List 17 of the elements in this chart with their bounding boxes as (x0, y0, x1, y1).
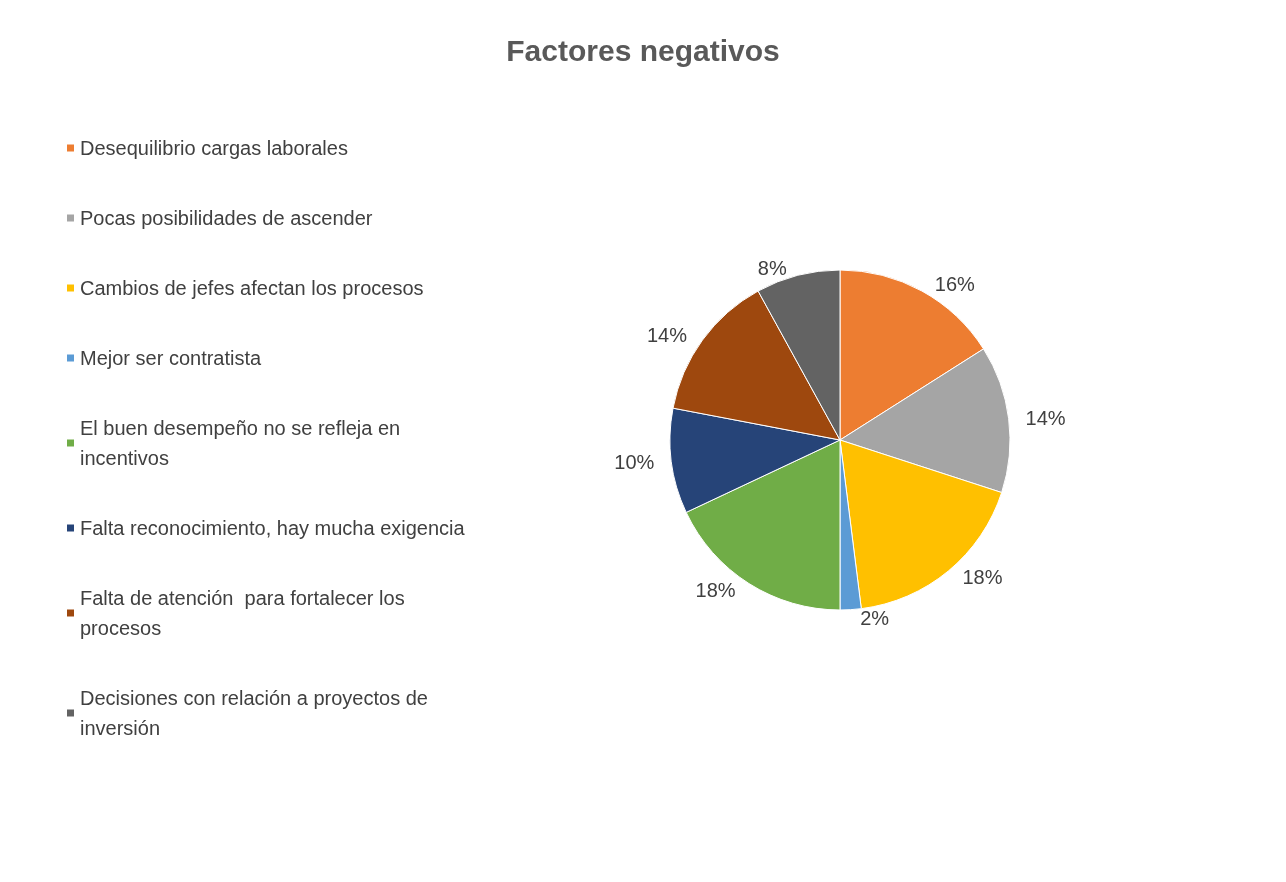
legend-label: Cambios de jefes afectan los procesos (80, 277, 424, 299)
chart-title: Factores negativos (506, 33, 780, 67)
legend-label: Falta reconocimiento, hay mucha exigencia (80, 517, 466, 539)
data-label: 16% (934, 273, 975, 296)
data-label: 2% (860, 606, 890, 629)
legend-label: Pocas posibilidades de ascender (80, 207, 373, 229)
legend-label: El buen desempeño no se refleja en incentivos (80, 417, 406, 469)
legend-label: Mejor ser contratista (80, 347, 263, 369)
data-label: 10% (614, 451, 655, 474)
data-label: 14% (1025, 406, 1066, 429)
legend-label: Falta de atención para fortalecer los procesos (80, 587, 411, 639)
legend-label: Desequilibrio cargas laborales (80, 137, 348, 159)
data-label: 8% (757, 256, 787, 279)
legend-label: Decisiones con relación a proyectos de inversión (80, 687, 434, 739)
data-label: 18% (695, 579, 736, 602)
data-label: 14% (646, 324, 688, 347)
data-label: 18% (962, 566, 1003, 589)
